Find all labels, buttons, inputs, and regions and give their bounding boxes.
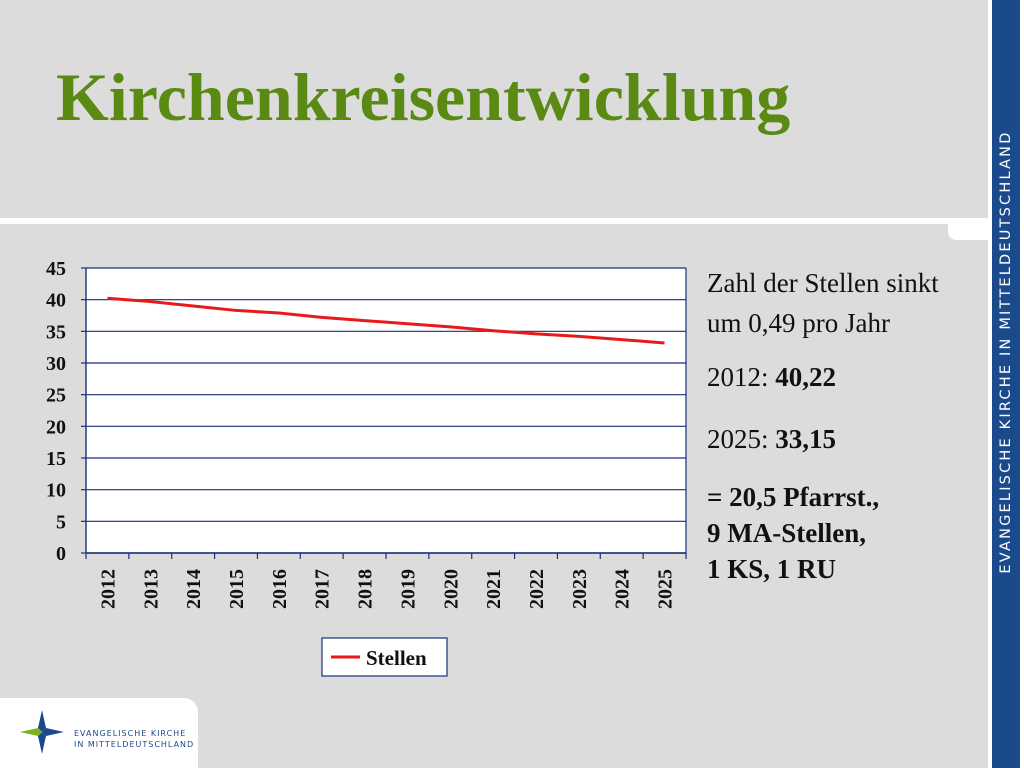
- logo-text: EVANGELISCHE KIRCHE IN MITTELDEUTSCHLAND: [74, 728, 194, 750]
- x-tick-label: 2016: [269, 569, 291, 609]
- y-tick-label: 5: [56, 511, 66, 533]
- x-tick-label: 2013: [140, 569, 162, 609]
- sidebar-label: EVANGELISCHE KIRCHE IN MITTELDEUTSCHLAND: [998, 130, 1014, 574]
- note-summary-line2: 9 MA-Stellen,: [707, 518, 866, 548]
- y-tick-label: 30: [46, 353, 66, 375]
- x-tick-label: 2022: [526, 569, 548, 609]
- x-tick-label: 2024: [612, 569, 634, 609]
- logo-line1: EVANGELISCHE KIRCHE: [74, 729, 187, 738]
- y-tick-label: 25: [46, 385, 66, 407]
- note-summary-line3: 1 KS, 1 RU: [707, 554, 837, 584]
- y-tick-label: 0: [56, 543, 66, 565]
- y-tick-label: 40: [46, 290, 66, 312]
- series-line-stellen: [107, 296, 665, 345]
- y-tick-label: 35: [46, 321, 66, 343]
- x-tick-label: 2017: [312, 569, 334, 609]
- note-2025: 2025: 33,15: [707, 419, 967, 459]
- y-tick-label: 10: [46, 480, 66, 502]
- x-tick-label: 2012: [97, 569, 119, 609]
- legend-label: Stellen: [366, 646, 427, 670]
- x-tick-label: 2019: [397, 569, 419, 609]
- x-tick-label: 2014: [183, 569, 205, 609]
- x-tick-label: 2020: [440, 569, 462, 609]
- y-tick-label: 45: [46, 258, 66, 280]
- logo-line2: IN MITTELDEUTSCHLAND: [74, 740, 195, 749]
- note-rate: Zahl der Stellen sinkt um 0,49 pro Jahr: [707, 268, 939, 338]
- notes-block: Zahl der Stellen sinkt um 0,49 pro Jahr …: [707, 263, 967, 587]
- note-2012-value: 40,22: [775, 362, 837, 392]
- y-tick-label: 20: [46, 416, 66, 438]
- note-2025-label: 2025:: [707, 424, 776, 454]
- divider-tab: [948, 218, 988, 240]
- church-cross-logo-icon: [20, 710, 64, 754]
- note-2012-label: 2012:: [707, 362, 776, 392]
- x-tick-label: 2015: [226, 569, 248, 609]
- plot-area: [86, 268, 686, 553]
- note-2012: 2012: 40,22: [707, 357, 967, 397]
- x-tick-label: 2023: [569, 569, 591, 609]
- sidebar-band: [992, 0, 1020, 768]
- title-divider: [0, 218, 988, 224]
- y-tick-label: 15: [46, 448, 66, 470]
- note-summary-line1: = 20,5 Pfarrst.,: [707, 482, 880, 512]
- x-tick-label: 2018: [355, 569, 377, 609]
- x-tick-label: 2025: [655, 569, 677, 609]
- note-2025-value: 33,15: [775, 424, 837, 454]
- note-summary: = 20,5 Pfarrst., 9 MA-Stellen, 1 KS, 1 R…: [707, 479, 967, 587]
- slide-title: Kirchenkreisentwicklung: [56, 59, 791, 135]
- x-tick-label: 2021: [483, 569, 505, 609]
- logo-box: [0, 698, 198, 768]
